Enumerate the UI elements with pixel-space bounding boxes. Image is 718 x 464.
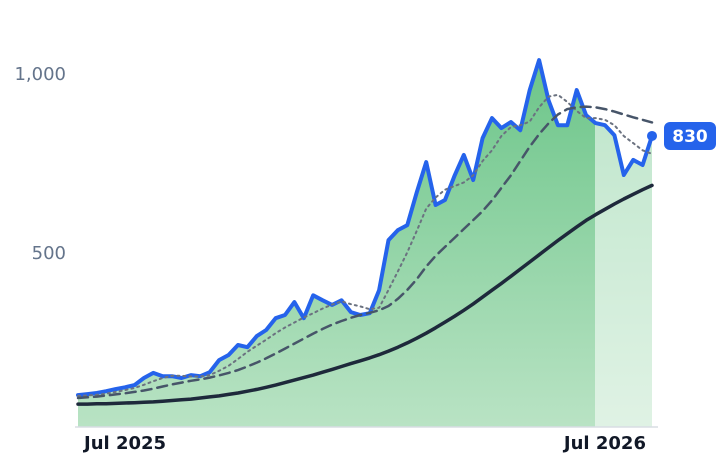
y-tick-label: 1,000 (14, 64, 66, 85)
end-label: 830 (672, 127, 708, 147)
line-series (77, 93, 653, 397)
y-tick-label: 500 (32, 243, 66, 264)
end-dot (647, 130, 657, 141)
line-series (76, 105, 654, 400)
end-label-bg (664, 121, 716, 150)
line-layer (76, 58, 654, 406)
area-layer (78, 60, 652, 427)
line-series (76, 183, 654, 406)
projection-shade (595, 30, 652, 427)
area (78, 60, 652, 427)
x-tick-label: Jul 2025 (82, 433, 166, 454)
x-tick-label: Jul 2026 (562, 433, 646, 454)
label-layer: 500 1,000 Jul 2025 Jul 2026 830 (14, 64, 716, 454)
